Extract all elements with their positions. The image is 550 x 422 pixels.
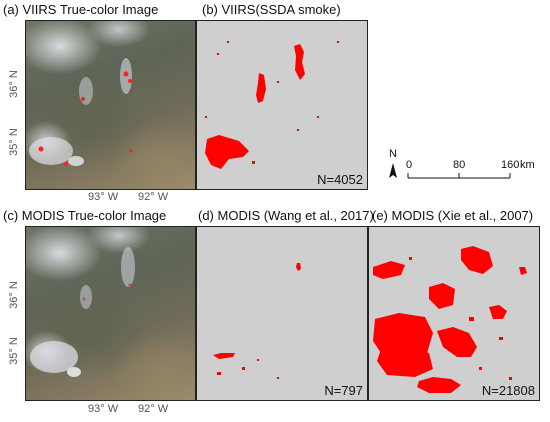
panel-a-image	[25, 20, 196, 190]
panel-e-smoke-map: N=21808	[368, 226, 540, 401]
lat-label-35-top: 35° N	[8, 128, 20, 156]
scale-bar-line	[407, 173, 511, 179]
lon-label-93-top: 93° W	[88, 191, 119, 203]
scale-tick-80: 80	[453, 159, 466, 171]
north-arrow-label: N	[389, 148, 397, 160]
north-arrow-icon	[389, 163, 397, 178]
panel-c-title: (c) MODIS True-color Image	[3, 208, 167, 223]
lat-label-35-bottom: 35° N	[8, 337, 20, 365]
panel-b-smoke-map: N=4052	[196, 20, 368, 190]
panel-d-title: (d) MODIS (Wang et al., 2017)	[198, 208, 374, 223]
scale-bar: 0 80 160 km	[406, 159, 550, 192]
panel-a-title: (a) VIIRS True-color Image	[3, 2, 159, 17]
panel-c-overlay	[30, 247, 135, 377]
lon-label-93-bottom: 93° W	[88, 403, 119, 415]
panel-e-count: N=21808	[481, 383, 535, 398]
scale-unit: km	[520, 159, 535, 171]
panel-b-count: N=4052	[317, 172, 363, 187]
north-arrow: N	[386, 148, 400, 184]
panel-d-count: N=797	[324, 383, 363, 398]
panel-a-overlay	[29, 58, 133, 166]
panel-b-smoke-pixels	[205, 41, 339, 169]
lon-label-92-top: 92° W	[138, 191, 169, 203]
panel-e-smoke-pixels	[373, 246, 527, 393]
scale-tick-0: 0	[406, 159, 413, 171]
scale-tick-160: 160	[501, 159, 520, 171]
lat-label-36-bottom: 36° N	[8, 281, 20, 309]
panel-e-title: (e) MODIS (Xie et al., 2007)	[372, 208, 534, 223]
panel-d-smoke-pixels	[213, 263, 301, 379]
panel-c-image	[25, 226, 196, 401]
panel-b-title: (b) VIIRS(SSDA smoke)	[202, 2, 341, 17]
lat-label-36-top: 36° N	[8, 70, 20, 98]
panel-d-smoke-map: N=797	[196, 226, 368, 401]
lon-label-92-bottom: 92° W	[138, 403, 169, 415]
